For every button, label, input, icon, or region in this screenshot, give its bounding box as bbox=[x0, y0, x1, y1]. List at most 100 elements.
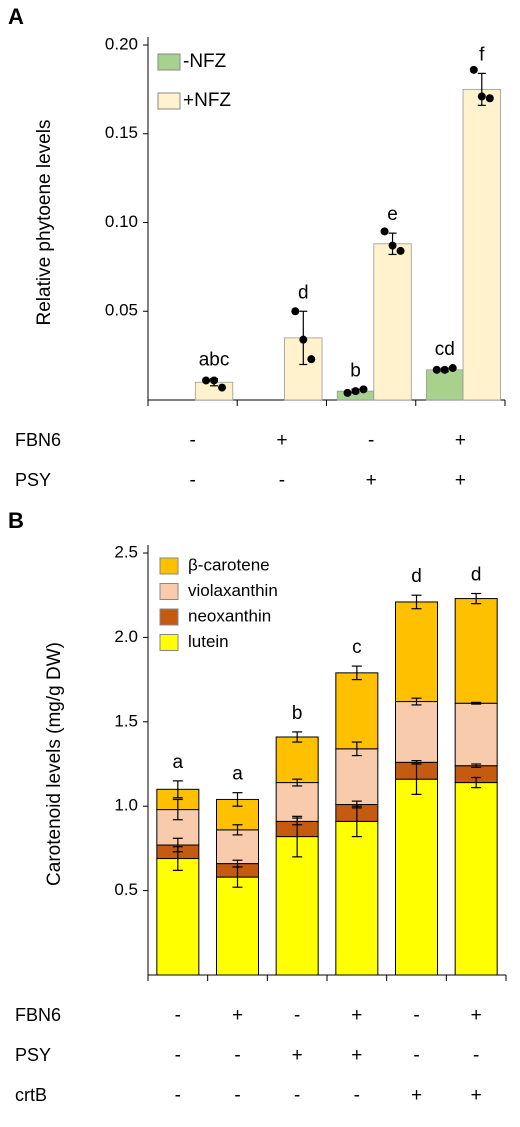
panel-label: A bbox=[8, 4, 24, 29]
data-point bbox=[202, 376, 211, 385]
bar-segment bbox=[275, 782, 319, 822]
legend-swatch bbox=[159, 583, 179, 600]
legend-swatch bbox=[159, 608, 179, 626]
condition-value: + bbox=[471, 1005, 482, 1026]
data-point bbox=[351, 387, 360, 396]
legend-swatch bbox=[159, 557, 179, 575]
data-point bbox=[343, 388, 352, 397]
y-tick-label: 0.15 bbox=[105, 123, 138, 142]
condition-value: - bbox=[175, 1045, 181, 1066]
bar-segment bbox=[335, 748, 379, 806]
legend-swatch bbox=[157, 92, 181, 110]
y-tick-label: 0.5 bbox=[114, 880, 138, 899]
condition-value: - bbox=[189, 470, 195, 491]
group-label: b bbox=[292, 703, 303, 724]
group-label: cd bbox=[435, 339, 455, 360]
data-point bbox=[299, 335, 308, 344]
group-label: e bbox=[387, 204, 398, 225]
bar bbox=[373, 243, 412, 401]
condition-name: FBN6 bbox=[15, 1005, 61, 1025]
bar-segment bbox=[395, 778, 438, 976]
data-point bbox=[359, 385, 368, 394]
panel-label: B bbox=[8, 508, 24, 533]
condition-value: - bbox=[413, 1045, 419, 1066]
condition-value: - bbox=[294, 1005, 300, 1026]
condition-value: + bbox=[276, 430, 287, 451]
group-label: abc bbox=[199, 350, 230, 371]
legend-label: -NFZ bbox=[183, 51, 227, 72]
condition-value: + bbox=[292, 1045, 303, 1066]
legend-swatch bbox=[157, 53, 181, 71]
data-point bbox=[307, 355, 316, 364]
group-label: c bbox=[352, 637, 362, 658]
y-tick-label: 0.05 bbox=[105, 301, 138, 320]
condition-value: + bbox=[232, 1005, 243, 1026]
y-tick-label: 2.5 bbox=[114, 542, 138, 561]
group-label: d bbox=[471, 565, 482, 586]
y-tick-label: 2.0 bbox=[114, 627, 138, 646]
condition-value: + bbox=[455, 430, 466, 451]
condition-value: + bbox=[471, 1085, 482, 1106]
condition-value: - bbox=[175, 1005, 181, 1026]
condition-name: PSY bbox=[15, 470, 51, 490]
data-point bbox=[218, 383, 227, 392]
legend-label: β-carotene bbox=[188, 555, 270, 574]
condition-value: + bbox=[351, 1045, 362, 1066]
bar-segment bbox=[275, 736, 319, 784]
bar bbox=[426, 369, 464, 401]
data-point bbox=[440, 365, 449, 374]
group-label: d bbox=[298, 282, 309, 303]
data-point bbox=[388, 241, 397, 250]
data-point bbox=[448, 364, 457, 373]
data-point bbox=[477, 92, 486, 101]
bar-segment bbox=[395, 701, 438, 763]
condition-value: - bbox=[354, 1085, 360, 1106]
condition-value: - bbox=[234, 1045, 240, 1066]
data-point bbox=[485, 94, 494, 103]
legend-label: neoxanthin bbox=[188, 606, 271, 625]
condition-name: PSY bbox=[15, 1045, 51, 1065]
legend-swatch bbox=[159, 634, 179, 651]
data-point bbox=[291, 307, 300, 316]
condition-value: - bbox=[175, 1085, 181, 1106]
legend-label: lutein bbox=[188, 632, 229, 651]
y-tick-label: 0.20 bbox=[105, 34, 138, 53]
condition-value: - bbox=[279, 470, 285, 491]
condition-value: - bbox=[189, 430, 195, 451]
data-point bbox=[432, 365, 441, 374]
group-label: f bbox=[479, 44, 485, 65]
bar bbox=[284, 337, 323, 401]
data-point bbox=[469, 65, 478, 74]
bar-segment bbox=[335, 672, 379, 750]
condition-value: - bbox=[473, 1045, 479, 1066]
bar-segment bbox=[335, 820, 379, 976]
condition-value: + bbox=[366, 470, 377, 491]
condition-value: + bbox=[351, 1005, 362, 1026]
condition-value: - bbox=[413, 1005, 419, 1026]
y-axis-label: Relative phytoene levels bbox=[34, 120, 55, 326]
data-point bbox=[380, 227, 389, 236]
legend-label: +NFZ bbox=[183, 90, 231, 111]
y-axis-label: Carotenoid levels (mg/g DW) bbox=[44, 642, 65, 886]
bar-segment bbox=[156, 858, 200, 976]
condition-value: + bbox=[455, 470, 466, 491]
bar-segment bbox=[454, 702, 498, 767]
condition-value: - bbox=[294, 1085, 300, 1106]
condition-name: crtB bbox=[15, 1085, 47, 1105]
data-point bbox=[210, 376, 219, 385]
y-tick-label: 0.10 bbox=[105, 212, 138, 231]
bar-segment bbox=[454, 782, 498, 976]
group-label: a bbox=[232, 764, 243, 785]
group-label: a bbox=[173, 752, 184, 773]
group-label: d bbox=[411, 566, 422, 587]
condition-value: + bbox=[411, 1085, 422, 1106]
legend-label: violaxanthin bbox=[188, 581, 278, 600]
y-tick-label: 1.0 bbox=[114, 796, 138, 815]
y-tick-label: 1.5 bbox=[114, 711, 138, 730]
condition-name: FBN6 bbox=[15, 430, 61, 450]
bar bbox=[462, 88, 501, 401]
group-label: b bbox=[350, 360, 361, 381]
bar-segment bbox=[454, 598, 498, 704]
bar-segment bbox=[275, 836, 319, 976]
condition-value: - bbox=[234, 1085, 240, 1106]
